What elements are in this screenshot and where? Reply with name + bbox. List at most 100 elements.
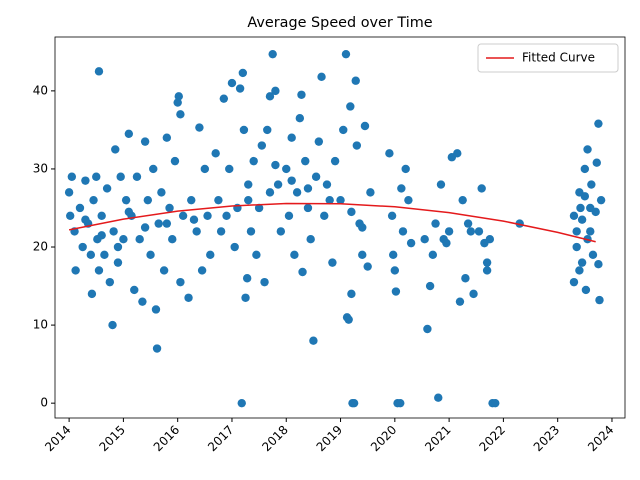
x-tick-label: 2018 (259, 423, 290, 454)
point (109, 227, 118, 236)
point (576, 203, 585, 213)
point (328, 258, 337, 267)
point (162, 219, 172, 228)
point (396, 398, 405, 408)
point (168, 235, 177, 244)
point (140, 223, 150, 232)
point (195, 123, 204, 132)
point (214, 195, 223, 205)
x-tick-label: 2019 (314, 423, 345, 454)
point (265, 92, 275, 101)
point (594, 259, 603, 269)
point (569, 277, 579, 287)
point (515, 219, 524, 228)
point (241, 293, 250, 302)
point (102, 184, 112, 193)
point (311, 172, 321, 181)
point (244, 195, 253, 205)
point (572, 242, 581, 252)
point (219, 94, 229, 103)
point (197, 266, 207, 275)
y-tick-label: 20 (33, 240, 48, 254)
point (406, 238, 416, 248)
point (97, 231, 106, 240)
point (292, 188, 302, 197)
point (140, 137, 150, 146)
point (455, 297, 465, 306)
y-tick-label: 40 (33, 83, 48, 97)
point (346, 102, 355, 111)
point (290, 250, 299, 260)
point (436, 180, 446, 189)
point (138, 297, 147, 306)
point (420, 235, 429, 244)
point (211, 149, 220, 158)
chart-title: Average Speed over Time (247, 15, 432, 31)
point (389, 250, 398, 260)
point (423, 324, 432, 334)
point (390, 266, 400, 275)
point (222, 211, 231, 220)
point (360, 121, 370, 131)
point (325, 195, 334, 205)
point (434, 393, 443, 402)
x-tick-label: 2023 (531, 423, 562, 454)
point (89, 195, 98, 205)
point (349, 398, 359, 408)
point (344, 315, 353, 324)
x-tick-label: 2021 (422, 423, 453, 454)
point (154, 219, 163, 228)
x-tick-label: 2017 (205, 423, 236, 454)
point (124, 129, 134, 139)
point (431, 219, 440, 228)
point (178, 211, 188, 220)
point (176, 277, 185, 287)
point (265, 188, 275, 197)
point (254, 203, 264, 213)
point (363, 262, 372, 271)
legend-box (477, 43, 619, 73)
point (64, 188, 74, 197)
point (203, 211, 212, 220)
point (242, 274, 252, 283)
point (97, 211, 106, 220)
point (100, 250, 109, 260)
point (358, 250, 367, 260)
point (491, 398, 500, 408)
point (301, 156, 310, 166)
point (94, 266, 104, 275)
point (581, 285, 591, 295)
point (577, 215, 587, 224)
point (284, 211, 294, 220)
point (586, 203, 595, 213)
point (130, 285, 139, 295)
point (580, 164, 590, 174)
point (67, 172, 77, 181)
point (320, 211, 329, 220)
point (119, 235, 128, 244)
point (113, 242, 123, 252)
point (143, 195, 153, 205)
point (174, 92, 183, 101)
point (268, 49, 277, 59)
point (391, 287, 401, 296)
point (303, 184, 313, 193)
point (159, 266, 169, 275)
point (121, 195, 131, 205)
point (303, 203, 313, 213)
point (397, 184, 406, 193)
point (246, 227, 256, 236)
point (135, 235, 144, 244)
legend-label: Fitted Curve (522, 51, 595, 65)
point (157, 188, 166, 197)
point (216, 227, 226, 236)
point (132, 172, 142, 181)
point (66, 211, 75, 220)
point (146, 250, 155, 260)
point (317, 72, 326, 82)
point (81, 176, 90, 185)
point (105, 277, 115, 287)
point (404, 195, 413, 205)
